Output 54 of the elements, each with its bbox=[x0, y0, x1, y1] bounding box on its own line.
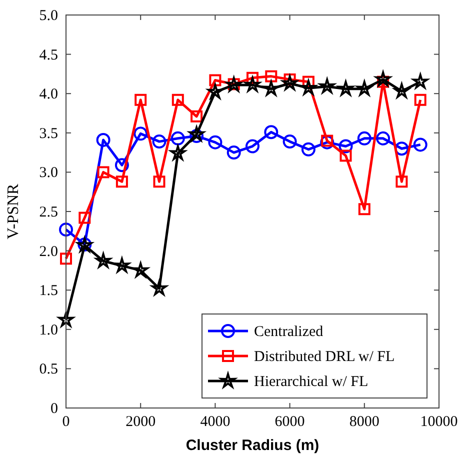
point bbox=[134, 94, 147, 106]
point bbox=[246, 139, 260, 154]
point bbox=[60, 252, 72, 265]
point bbox=[78, 212, 91, 224]
y-tick-label: 4.0 bbox=[39, 86, 58, 103]
y-tick-label: 3.0 bbox=[39, 165, 58, 182]
point bbox=[394, 142, 409, 156]
y-tick-label: 1.5 bbox=[39, 283, 58, 300]
y-tick-label: 5.0 bbox=[39, 8, 58, 24]
point bbox=[208, 135, 222, 150]
y-tick-label: 2.0 bbox=[39, 244, 58, 260]
point bbox=[413, 138, 428, 152]
y-tick-label: 3.5 bbox=[39, 126, 58, 142]
x-tick-label: 8000 bbox=[349, 414, 380, 430]
point bbox=[153, 176, 166, 188]
point bbox=[376, 131, 390, 146]
y-tick-label: 1.0 bbox=[39, 322, 58, 338]
legend-label: Centralized bbox=[254, 324, 324, 340]
point bbox=[321, 134, 334, 147]
point bbox=[265, 70, 278, 82]
y-axis-title: V-PSNR bbox=[5, 183, 22, 240]
x-axis-title: Cluster Radius (m) bbox=[186, 437, 320, 454]
point bbox=[396, 176, 408, 188]
y-tick-label: 0.5 bbox=[39, 362, 58, 378]
point bbox=[97, 166, 110, 178]
point bbox=[59, 222, 73, 237]
point bbox=[209, 74, 222, 86]
point bbox=[226, 146, 241, 160]
y-tick-label: 2.5 bbox=[39, 204, 58, 220]
point bbox=[116, 176, 128, 188]
point bbox=[358, 203, 370, 216]
legend-label: Hierarchical w/ FL bbox=[254, 374, 368, 390]
x-tick-label: 10000 bbox=[420, 414, 458, 430]
x-tick-label: 4000 bbox=[200, 414, 230, 430]
point bbox=[134, 126, 148, 141]
point bbox=[152, 134, 166, 149]
y-tick-label: 4.5 bbox=[39, 47, 58, 64]
legend-label: Distributed DRL w/ FL bbox=[254, 349, 395, 365]
y-tick-label: 0 bbox=[50, 401, 58, 417]
x-tick-label: 0 bbox=[62, 414, 70, 430]
x-tick-label: 2000 bbox=[126, 414, 156, 430]
point bbox=[170, 131, 185, 146]
point bbox=[190, 110, 203, 122]
point bbox=[264, 125, 278, 140]
point bbox=[340, 150, 352, 162]
point bbox=[357, 131, 372, 146]
point bbox=[414, 94, 426, 106]
point bbox=[338, 139, 353, 154]
point bbox=[301, 142, 316, 156]
point bbox=[282, 134, 297, 149]
point bbox=[172, 94, 184, 106]
point bbox=[96, 132, 110, 147]
x-tick-label: 6000 bbox=[274, 414, 305, 430]
point bbox=[114, 158, 129, 172]
